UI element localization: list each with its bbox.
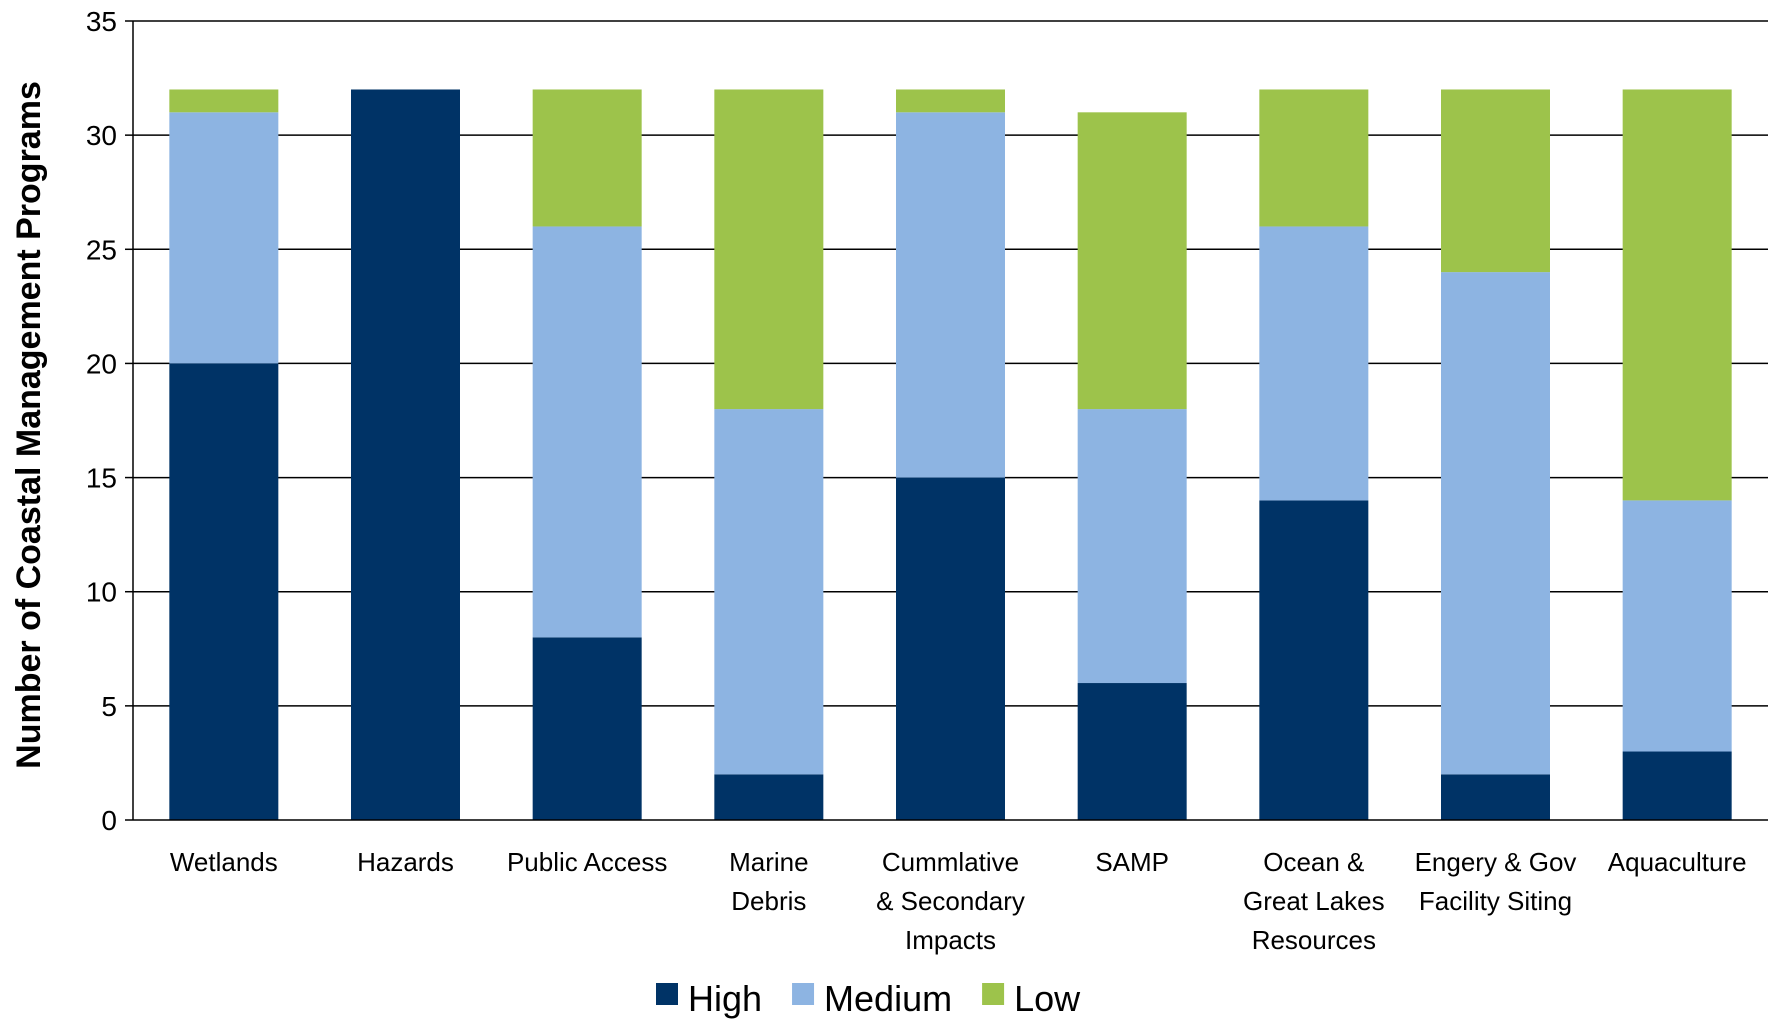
y-tick-label: 0 [101,805,117,836]
bar-segment-medium [1077,409,1187,684]
y-tick-label: 35 [86,6,117,37]
y-tick-label: 20 [86,348,117,379]
bar-segment-medium [896,112,1005,478]
bar-segment-high [1622,751,1732,820]
bar-segment-high [169,363,279,820]
legend-label-low: Low [1014,978,1081,1019]
bar-segment-low [714,89,824,410]
bar-segment-high [1259,500,1369,820]
bar-segment-low [532,89,642,227]
bar-segment-low [1077,112,1187,410]
y-tick-label: 15 [86,463,117,494]
bars [169,89,1732,820]
x-category-label: Cummlative & Secondary Impacts [876,847,1025,955]
bar-segment-medium [714,409,824,775]
bar-segment-high [1441,774,1550,820]
legend-swatch-low [982,983,1005,1005]
legend-swatch-medium [792,983,815,1005]
bar-segment-high [532,637,642,820]
bar-segment-medium [532,226,642,638]
y-axis-label: Number of Coastal Management Programs [10,81,48,769]
legend-label-high: High [688,978,762,1019]
x-category-labels: Wetlands Hazards Public Access Marine Debris… [170,847,1747,955]
bar-segment-low [896,89,1005,113]
x-category-label: SAMP [1095,847,1169,877]
x-category-label: Marine Debris [729,847,808,916]
bar-segment-high [896,477,1005,820]
x-category-label: Ocean & Great Lakes Resources [1243,847,1385,955]
x-category-label: Public Access [507,847,667,877]
y-tick-label: 25 [86,234,117,265]
legend-swatch-high [656,983,678,1005]
bar-segment-medium [169,112,279,364]
y-tick-label: 30 [86,120,117,151]
y-tick-labels: 0 5 10 15 20 25 30 35 [86,6,117,836]
axes [125,20,1768,821]
x-category-label: Aquaculture [1608,847,1747,877]
legend-label-medium: Medium [824,978,952,1019]
x-category-label: Hazards [357,847,454,877]
bar-segment-medium [1441,272,1550,775]
bar-segment-medium [1259,226,1369,501]
bar-segment-high [714,774,824,820]
bar-segment-low [1622,89,1732,501]
bar-segment-high [351,89,460,820]
bar-segment-low [169,89,279,113]
x-category-label: Wetlands [170,847,278,877]
y-tick-label: 10 [86,577,117,608]
x-category-label: Engery & Gov Facility Siting [1415,847,1577,916]
legend: High Medium Low [656,978,1081,1019]
bar-segment-high [1077,683,1187,820]
bar-segment-medium [1622,500,1732,752]
bar-segment-low [1259,89,1369,227]
y-tick-label: 5 [101,691,117,722]
bar-segment-low [1441,89,1550,273]
